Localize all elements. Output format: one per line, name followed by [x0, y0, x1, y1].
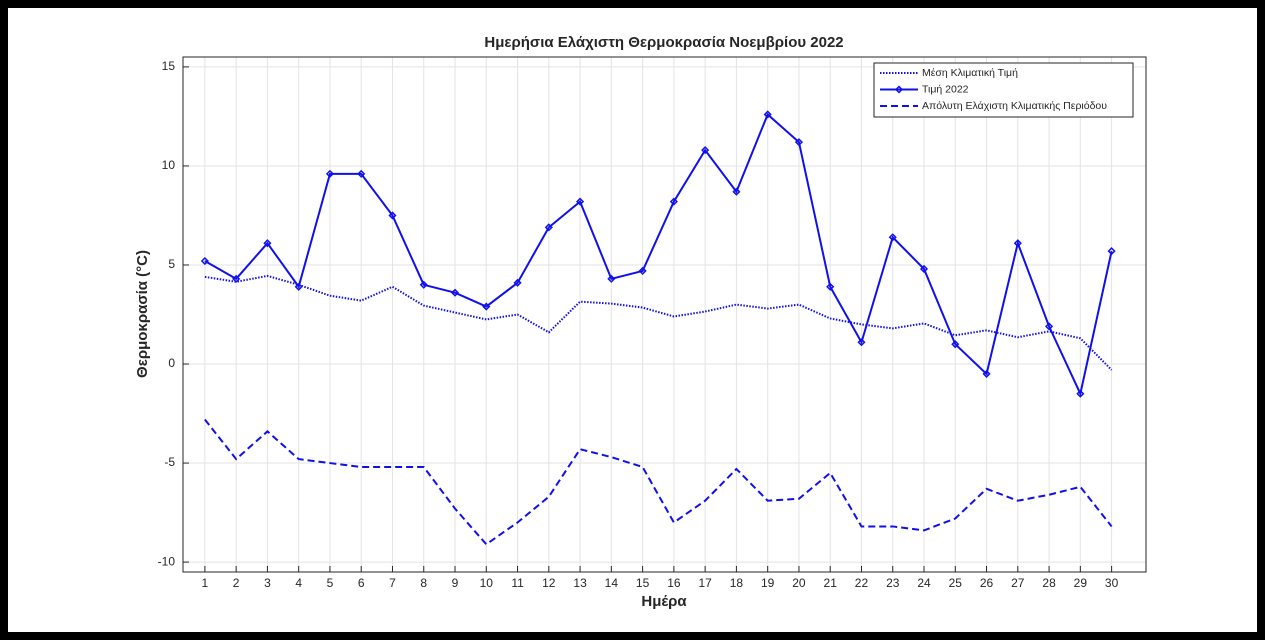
- x-tick-label: 24: [917, 576, 931, 590]
- x-tick-label: 29: [1074, 576, 1088, 590]
- x-tick-label: 3: [264, 576, 271, 590]
- data-point: [482, 302, 491, 311]
- x-tick-label: 7: [389, 576, 396, 590]
- x-tick-label: 23: [886, 576, 900, 590]
- data-point: [294, 282, 303, 291]
- y-axis-label: Θερμοκρασία (°C): [134, 250, 151, 378]
- data-point: [732, 187, 741, 196]
- data-point: [450, 288, 460, 297]
- data-point: [701, 146, 710, 155]
- y-tick-label: 0: [168, 356, 175, 370]
- data-point: [263, 239, 272, 248]
- data-point: [982, 369, 991, 378]
- data-point: [607, 274, 616, 283]
- legend-label: Απόλυτη Ελάχιστη Κλιματικής Περιόδου: [922, 100, 1107, 112]
- data-point: [513, 278, 522, 287]
- x-tick-label: 18: [730, 576, 744, 590]
- x-tick-label: 20: [792, 576, 806, 590]
- chart-title: Ημερήσια Ελάχιστη Θερμοκρασία Νοεμβρίου …: [484, 34, 843, 51]
- data-point: [919, 264, 929, 274]
- x-tick-label: 6: [358, 576, 365, 590]
- series-line: [204, 418, 1113, 546]
- data-point: [638, 266, 647, 275]
- x-tick-label: 19: [761, 576, 775, 590]
- y-tick-label: -5: [164, 455, 175, 469]
- y-tick-label: 10: [162, 158, 176, 172]
- data-point: [576, 197, 585, 206]
- data-point: [544, 223, 553, 232]
- x-tick-label: 2: [233, 576, 240, 590]
- x-tick-label: 11: [511, 576, 524, 590]
- data-point: [794, 138, 804, 147]
- x-tick-label: 14: [605, 576, 619, 590]
- data-point: [325, 169, 335, 178]
- x-tick-label: 9: [452, 576, 459, 590]
- series-line: [204, 112, 1113, 397]
- x-tick-label: 10: [480, 576, 494, 590]
- data-point: [888, 233, 897, 242]
- legend-label: Μέση Κλιματική Τιμή: [922, 67, 1018, 79]
- y-tick-label: 5: [168, 257, 175, 271]
- x-tick-label: 16: [667, 576, 681, 590]
- data-point: [669, 197, 678, 206]
- data-point: [763, 110, 772, 119]
- x-tick-label: 17: [698, 576, 712, 590]
- data-point: [1013, 239, 1022, 248]
- x-tick-label: 1: [202, 576, 209, 590]
- data-point: [419, 280, 428, 289]
- data-point: [232, 274, 241, 283]
- y-tick-label: 15: [162, 59, 176, 73]
- x-tick-label: 4: [295, 576, 302, 590]
- x-tick-label: 30: [1105, 576, 1119, 590]
- x-tick-label: 27: [1011, 576, 1025, 590]
- data-point: [857, 338, 866, 347]
- data-point: [826, 282, 835, 291]
- x-tick-label: 21: [824, 576, 838, 590]
- x-tick-label: 13: [573, 576, 587, 590]
- x-tick-label: 26: [980, 576, 994, 590]
- data-point: [1076, 389, 1085, 398]
- legend-marker: [894, 85, 904, 94]
- x-tick-label: 8: [420, 576, 427, 590]
- data-point: [951, 340, 960, 349]
- x-tick-label: 5: [327, 576, 334, 590]
- data-point: [200, 256, 209, 266]
- x-tick-label: 12: [542, 576, 556, 590]
- series-line: [204, 274, 1113, 371]
- legend-label: Τιμή 2022: [922, 83, 969, 95]
- axes-box: [182, 56, 1147, 573]
- data-point: [388, 211, 397, 220]
- y-tick-label: -10: [158, 554, 176, 568]
- x-tick-label: 22: [855, 576, 869, 590]
- x-tick-label: 28: [1042, 576, 1056, 590]
- x-tick-label: 15: [636, 576, 650, 590]
- data-point: [357, 169, 366, 178]
- x-axis-label: Ημέρα: [641, 593, 687, 610]
- data-point: [1107, 247, 1116, 256]
- x-tick-label: 25: [949, 576, 963, 590]
- data-point: [1045, 322, 1054, 331]
